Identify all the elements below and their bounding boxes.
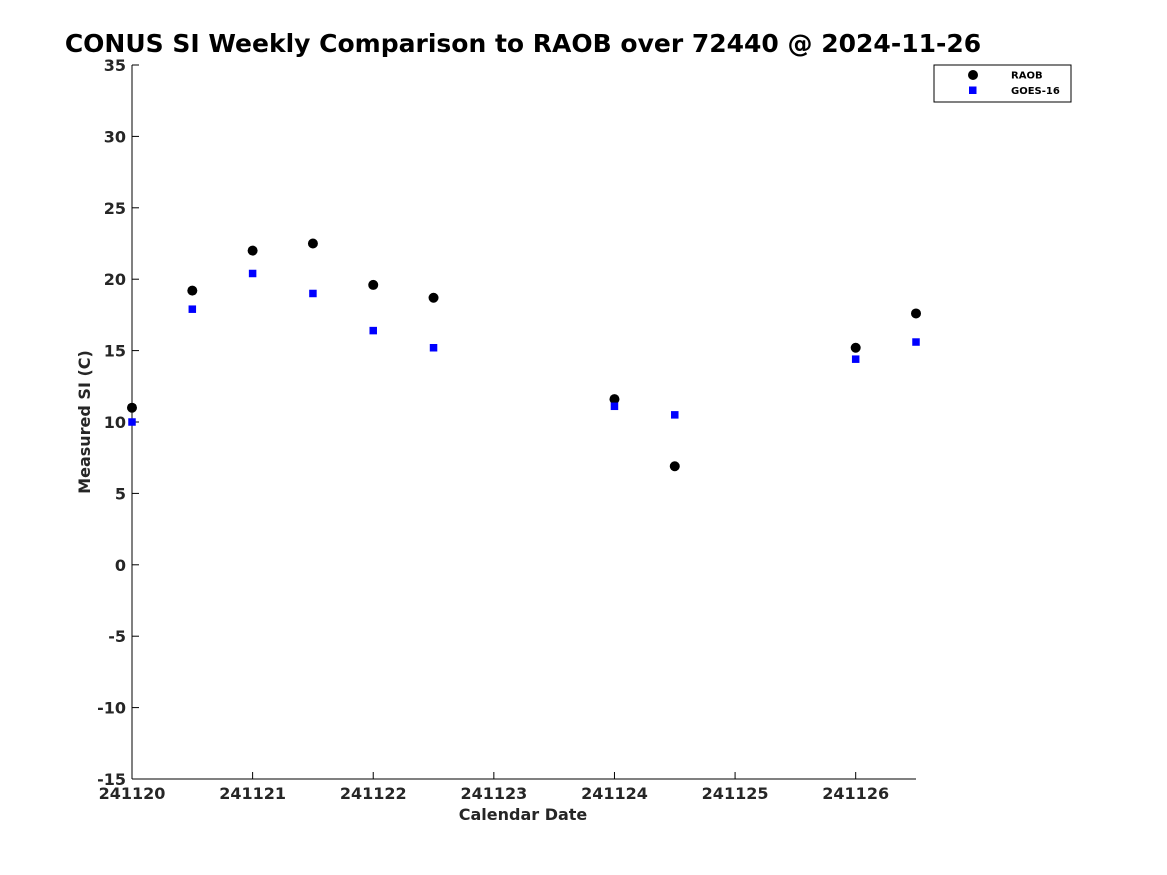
point-goes-16 [912, 338, 920, 346]
x-tick-label: 241126 [822, 784, 889, 803]
y-tick-label: 35 [104, 56, 126, 75]
point-raob [669, 461, 680, 472]
point-goes-16 [248, 269, 257, 278]
point-goes-16 [309, 289, 317, 298]
point-raob [127, 402, 137, 413]
point-raob [368, 279, 379, 290]
point-goes-16 [188, 305, 197, 313]
x-axis-ticks: 241120 241121 241122 241123 241124 241125 2411… [99, 772, 889, 803]
x-tick-label: 241123 [460, 784, 527, 803]
y-tick-label: 15 [104, 342, 126, 361]
y-tick-label: 30 [104, 127, 126, 146]
point-goes-16 [128, 418, 136, 426]
y-tick-label: -5 [108, 627, 126, 646]
legend-marker-goes [969, 86, 977, 94]
point-raob [428, 292, 439, 303]
point-raob [307, 238, 318, 249]
point-goes-16 [610, 402, 619, 411]
point-raob [609, 394, 620, 405]
point-goes-16 [429, 343, 438, 352]
y-tick-label: 0 [115, 556, 126, 575]
data-points [127, 238, 921, 472]
point-raob [187, 285, 198, 296]
y-tick-label: -10 [97, 699, 126, 718]
x-tick-label: 241125 [702, 784, 769, 803]
point-goes-16 [369, 326, 377, 335]
legend-label-raob: RAOB [1011, 71, 1043, 82]
point-raob [247, 245, 258, 256]
y-tick-label: 10 [104, 413, 126, 432]
y-tick-label: -15 [97, 770, 126, 789]
y-axis-label: Measured SI (C) [75, 350, 94, 494]
legend-label-goes: GOES-16 [1011, 86, 1060, 97]
y-tick-label: 25 [104, 199, 126, 218]
plot-area [131, 65, 916, 780]
x-tick-label: 241121 [219, 784, 286, 803]
point-goes-16 [851, 355, 860, 363]
point-raob [850, 342, 861, 353]
point-raob [911, 308, 921, 319]
point-goes-16 [671, 411, 679, 419]
x-tick-label: 241120 [99, 784, 166, 803]
legend: RAOB GOES-16 [933, 64, 1072, 103]
y-tick-label: 5 [115, 484, 126, 503]
legend-marker-raob [968, 70, 978, 80]
x-tick-label: 241122 [340, 784, 407, 803]
x-axis-label: Calendar Date [459, 805, 588, 824]
legend-box [933, 64, 1072, 103]
y-axis-ticks: 35 30 25 20 15 10 5 0 -5 -10 -15 [97, 56, 139, 789]
x-tick-label: 241124 [581, 784, 648, 803]
y-tick-label: 20 [104, 270, 126, 289]
chart-title: CONUS SI Weekly Comparison to RAOB over … [65, 29, 981, 58]
